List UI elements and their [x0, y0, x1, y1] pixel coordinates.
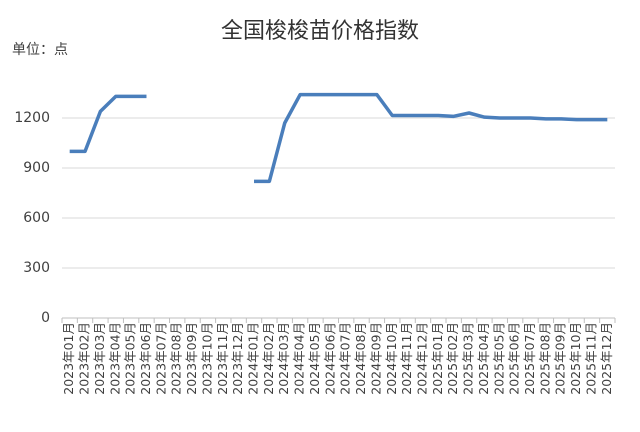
- x-tick-label: 2025年03月: [461, 322, 476, 395]
- y-tick-label: 900: [23, 160, 50, 176]
- x-tick-label: 2023年09月: [184, 322, 199, 395]
- x-tick-label: 2023年04月: [107, 322, 122, 395]
- unit-label: 单位：点: [12, 42, 68, 58]
- x-tick-label: 2025年11月: [583, 322, 598, 395]
- y-tick-label: 300: [23, 260, 50, 276]
- x-tick-label: 2025年01月: [430, 322, 445, 395]
- x-tick-label: 2023年01月: [61, 322, 76, 395]
- chart-title: 全国梭梭苗价格指数: [221, 19, 419, 44]
- x-tick-label: 2023年08月: [169, 322, 184, 395]
- x-tick-label: 2025年12月: [599, 322, 614, 395]
- x-tick-label: 2025年04月: [476, 322, 491, 395]
- y-tick-label: 600: [23, 210, 50, 226]
- x-tick-label: 2025年05月: [491, 322, 506, 395]
- x-tick-label: 2025年02月: [445, 322, 460, 395]
- x-tick-label: 2024年09月: [368, 322, 383, 395]
- y-tick-label: 0: [41, 310, 50, 326]
- x-tick-label: 2024年10月: [384, 322, 399, 395]
- data-line: [69, 92, 608, 184]
- x-tick-label: 2023年02月: [77, 322, 92, 395]
- x-tick-label: 2024年06月: [322, 322, 337, 395]
- x-tick-label: 2025年10月: [568, 322, 583, 395]
- x-tick-label: 2024年05月: [307, 322, 322, 395]
- x-tick-label: 2024年07月: [338, 322, 353, 395]
- x-tick-label: 2023年06月: [138, 322, 153, 395]
- x-tick-label: 2023年05月: [123, 322, 138, 395]
- x-tick-label: 2024年08月: [353, 322, 368, 395]
- x-tick-label: 2024年02月: [261, 322, 276, 395]
- x-tick-label: 2023年11月: [215, 322, 230, 395]
- x-tick-label: 2023年10月: [199, 322, 214, 395]
- x-tick-label: 2025年06月: [507, 322, 522, 395]
- x-tick-label: 2024年11月: [399, 322, 414, 395]
- x-tick-label: 2025年08月: [537, 322, 552, 395]
- x-tick-label: 2023年03月: [92, 322, 107, 395]
- x-tick-label: 2024年12月: [414, 322, 429, 395]
- x-tick-label: 2025年09月: [553, 322, 568, 395]
- x-tick-label: 2024年01月: [246, 322, 261, 395]
- y-tick-label: 1200: [14, 110, 50, 126]
- x-tick-label: 2023年12月: [230, 322, 245, 395]
- x-tick-label: 2025年07月: [522, 322, 537, 395]
- x-tick-label: 2024年04月: [292, 322, 307, 395]
- x-tick-label: 2024年03月: [276, 322, 291, 395]
- x-tick-label: 2023年07月: [153, 322, 168, 395]
